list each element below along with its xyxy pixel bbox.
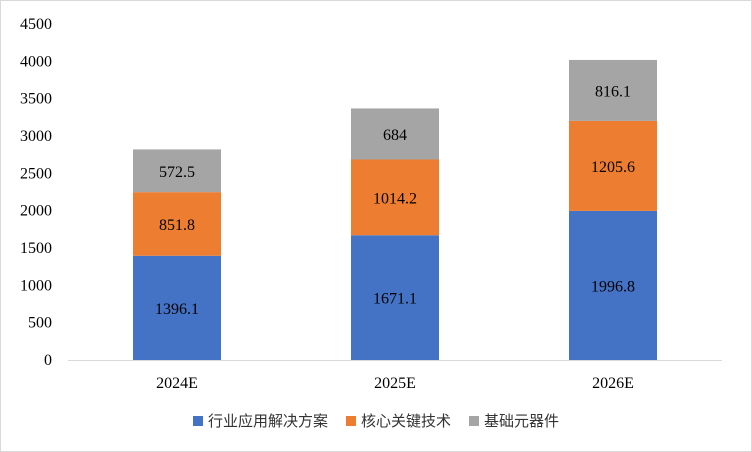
y-tick-label: 4000 <box>20 53 52 70</box>
x-tick-label: 2026E <box>592 375 634 392</box>
legend-swatch <box>345 415 356 426</box>
data-label: 851.8 <box>159 217 195 234</box>
bar-segment <box>569 210 657 360</box>
legend: 行业应用解决方案 核心关键技术 基础元器件 <box>0 410 752 431</box>
y-tick-label: 3500 <box>20 91 52 108</box>
y-axis: 0 500 1000 1500 2000 2500 3000 3500 4000 4500 <box>20 16 52 369</box>
x-tick-label: 2025E <box>374 375 416 392</box>
data-label: 1205.6 <box>591 159 635 176</box>
legend-label: 核心关键技术 <box>360 412 451 430</box>
bar-segment <box>569 59 657 121</box>
legend-item: 核心关键技术 <box>345 410 451 431</box>
bar-segment <box>569 120 657 211</box>
data-label: 1671.1 <box>373 291 417 308</box>
y-tick-label: 500 <box>28 315 52 332</box>
legend-label: 行业应用解决方案 <box>207 412 328 430</box>
bar-segment <box>351 108 439 160</box>
legend-item: 基础元器件 <box>469 410 559 431</box>
y-tick-label: 1500 <box>20 240 52 257</box>
legend-swatch <box>192 415 203 426</box>
y-tick-label: 2000 <box>20 203 52 220</box>
data-label: 1014.2 <box>373 190 417 207</box>
bar-segment <box>133 149 221 193</box>
y-tick-label: 0 <box>44 352 52 369</box>
bar-segment <box>351 159 439 236</box>
y-tick-label: 1000 <box>20 277 52 294</box>
legend-swatch <box>469 415 479 426</box>
bar-segment <box>351 235 439 360</box>
y-tick-label: 3000 <box>20 128 52 145</box>
data-label: 1396.1 <box>155 301 199 318</box>
bars: 1396.1 851.8 572.5 1671.1 1014.2 684 1996.8 120… <box>133 59 657 360</box>
bar-segment <box>133 255 221 360</box>
data-label: 816.1 <box>595 83 631 100</box>
y-tick-label: 4500 <box>20 16 52 33</box>
legend-label: 基础元器件 <box>484 412 560 430</box>
x-axis: 2024E 2025E 2026E <box>68 360 722 392</box>
data-label: 684 <box>383 127 407 144</box>
x-tick-label: 2024E <box>156 375 198 392</box>
bar-segment <box>133 192 221 256</box>
legend-item: 行业应用解决方案 <box>192 410 328 431</box>
data-label: 572.5 <box>159 164 195 181</box>
data-label: 1996.8 <box>591 278 635 295</box>
y-tick-label: 2500 <box>20 165 52 182</box>
